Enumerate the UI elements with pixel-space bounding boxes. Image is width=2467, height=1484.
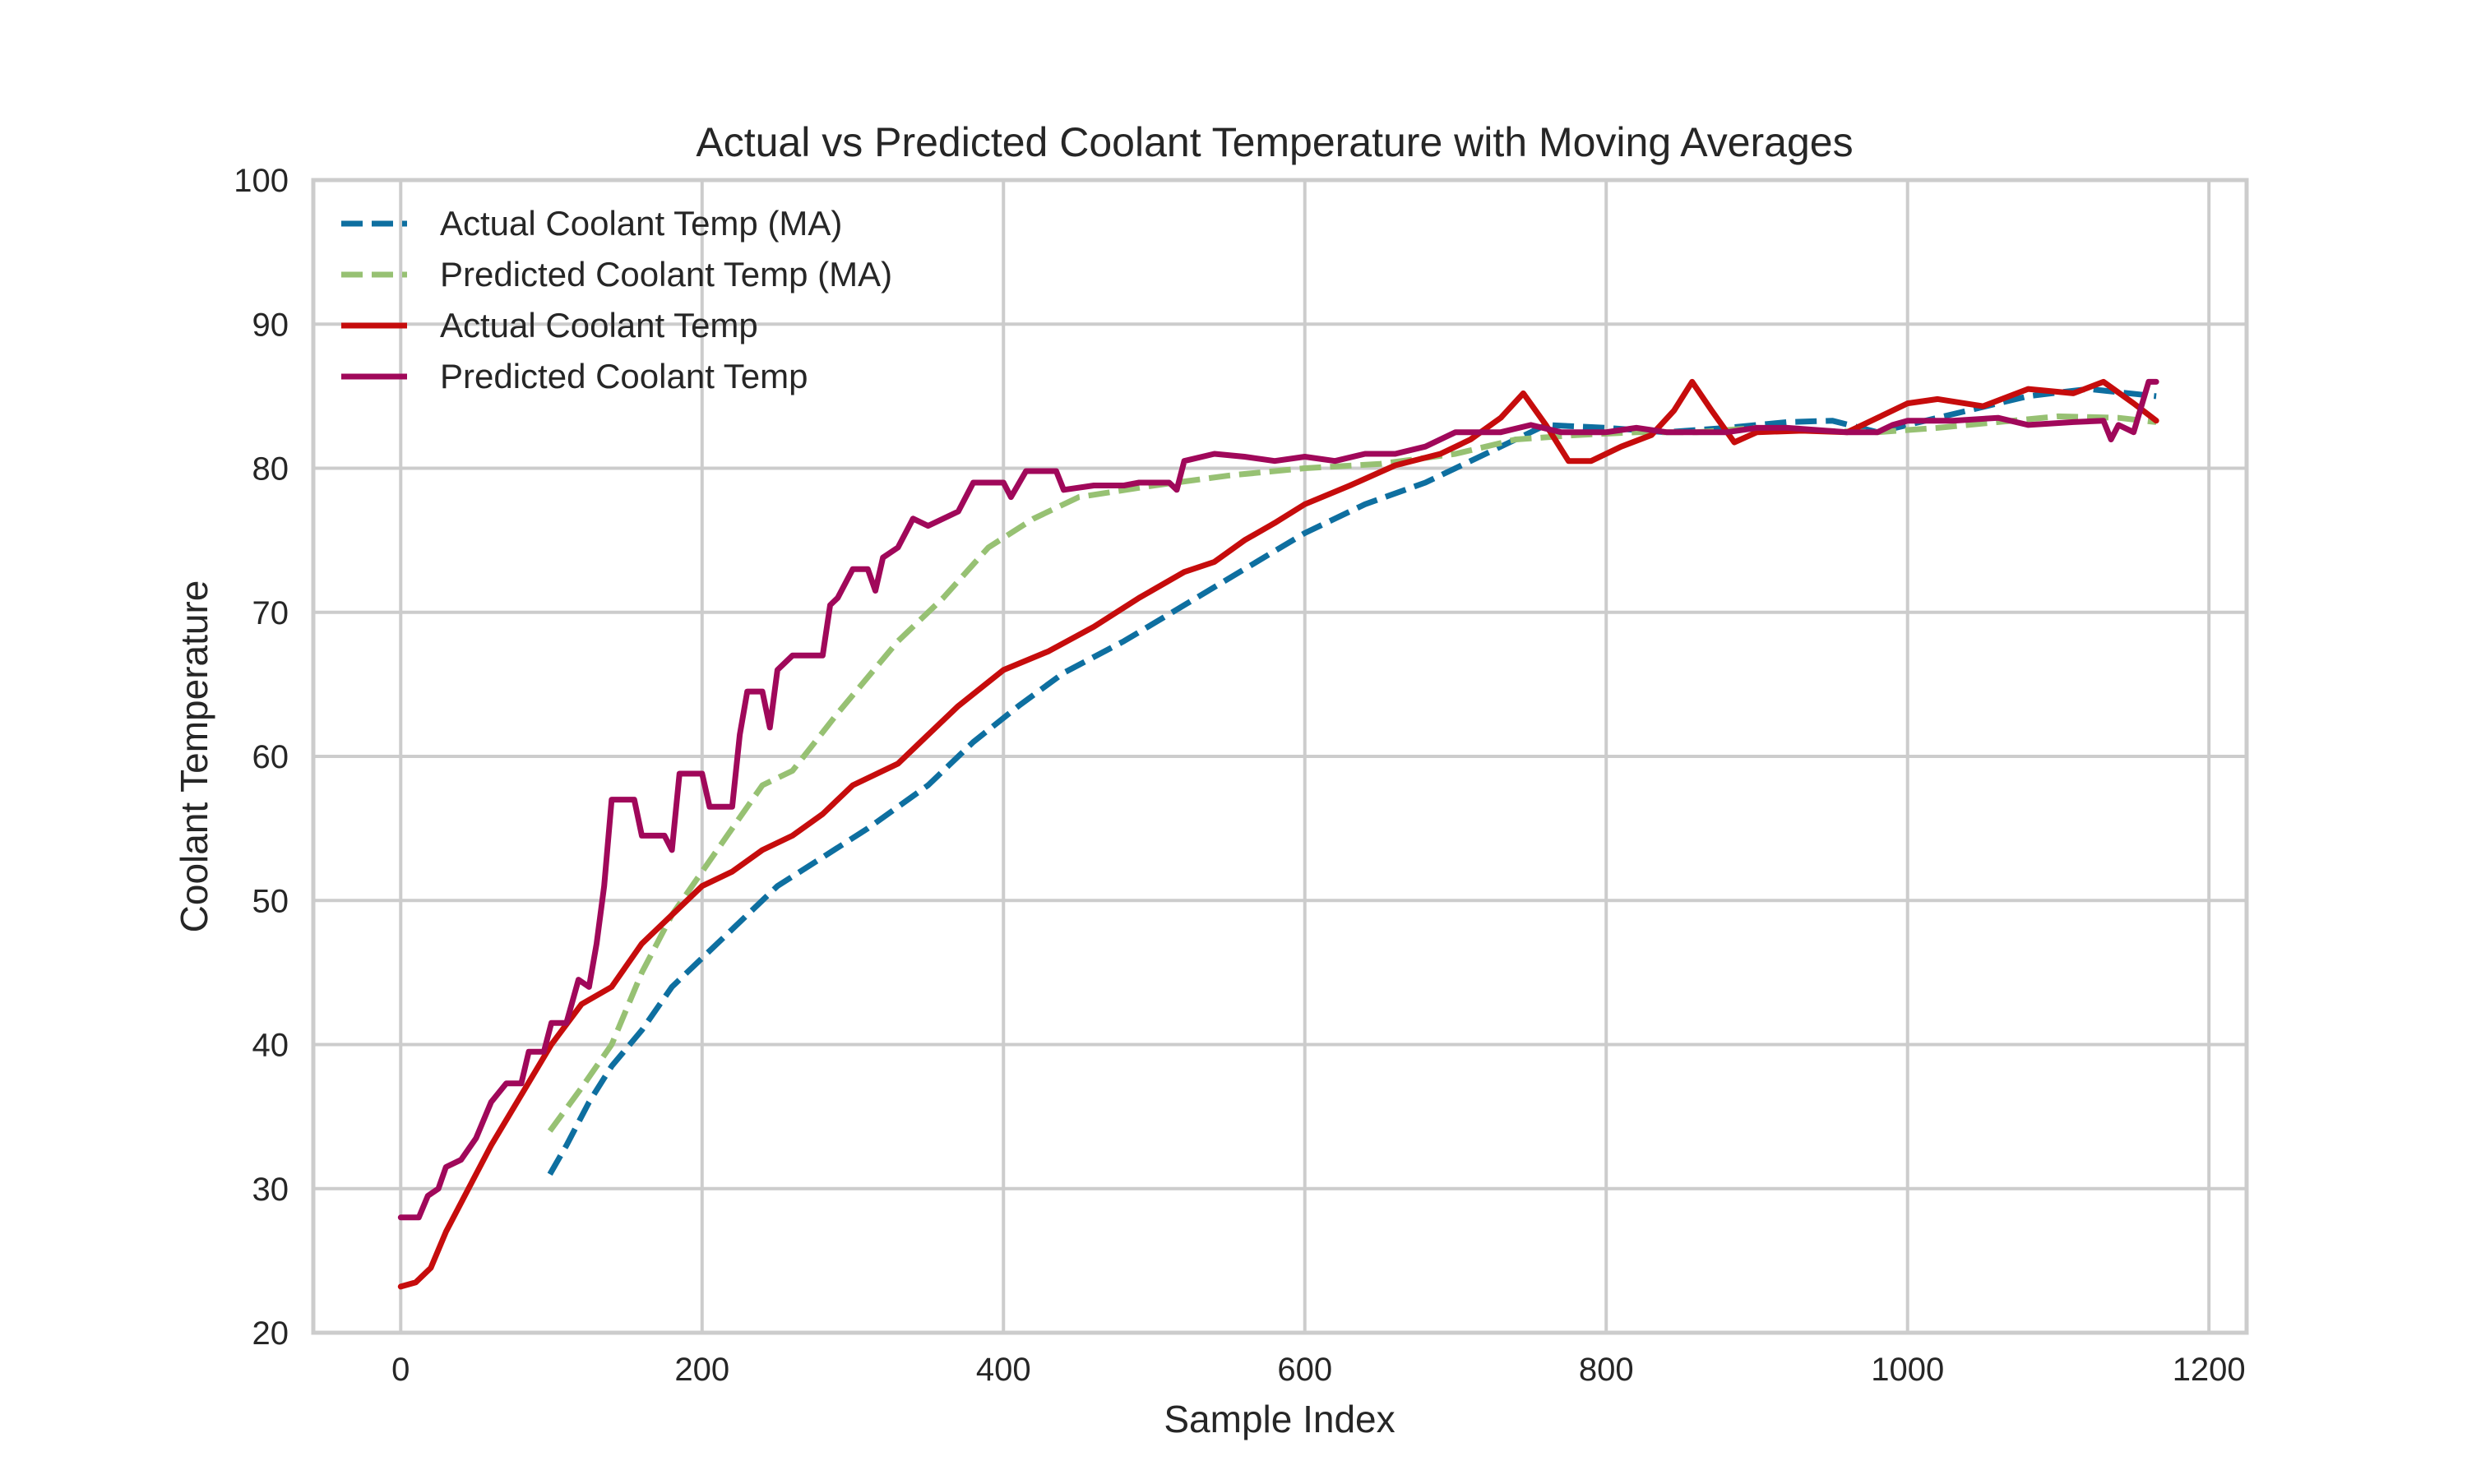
y-tick-label: 90: [252, 307, 289, 343]
x-axis-label: Sample Index: [1164, 1398, 1395, 1440]
series-line-1: [547, 386, 2157, 1176]
series-layer: [397, 378, 2159, 1290]
y-axis-label: Coolant Temperature: [173, 580, 215, 933]
x-axis-ticks: 0 200 400 600 800 1000 1200: [391, 1352, 2246, 1388]
legend-label-3: Actual Coolant Temp: [440, 306, 758, 344]
series-line-4: [397, 378, 2159, 1221]
y-tick-label: 100: [234, 163, 289, 199]
y-tick-label: 30: [252, 1172, 289, 1208]
x-tick-label: 800: [1579, 1352, 1634, 1388]
y-axis-ticks: 20 30 40 50 60 70 80 90 100: [234, 163, 289, 1352]
y-tick-label: 70: [252, 595, 289, 631]
y-tick-label: 60: [252, 739, 289, 775]
y-tick-label: 80: [252, 451, 289, 488]
y-tick-label: 20: [252, 1315, 289, 1352]
x-tick-label: 0: [391, 1352, 410, 1388]
chart-title: Actual vs Predicted Coolant Temperature …: [696, 119, 1853, 165]
x-tick-label: 1200: [2173, 1352, 2246, 1388]
y-tick-label: 40: [252, 1028, 289, 1064]
x-tick-label: 400: [976, 1352, 1031, 1388]
x-tick-label: 1000: [1871, 1352, 1944, 1388]
series-line-2: [547, 413, 2157, 1133]
legend: Actual Coolant Temp (MA) Predicted Coolan…: [341, 204, 892, 395]
legend-label-4: Predicted Coolant Temp: [440, 357, 808, 395]
plot-frame: [311, 178, 2249, 1335]
legend-label-1: Actual Coolant Temp (MA): [440, 204, 842, 243]
x-tick-label: 200: [674, 1352, 729, 1388]
grid: [313, 178, 2247, 1334]
legend-label-2: Predicted Coolant Temp (MA): [440, 255, 892, 294]
y-tick-label: 50: [252, 883, 289, 919]
x-tick-label: 600: [1277, 1352, 1332, 1388]
